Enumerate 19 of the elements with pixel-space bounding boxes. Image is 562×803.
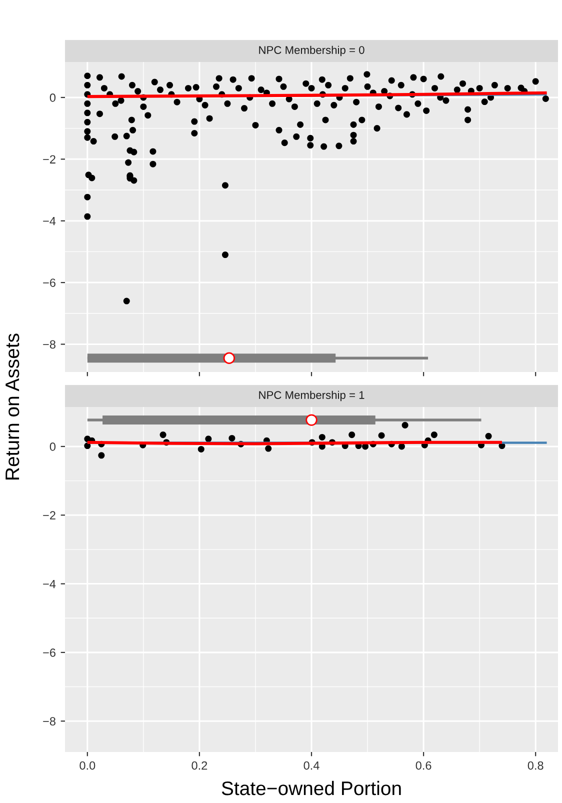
x-axis-title: State−owned Portion — [222, 780, 401, 796]
y-tick-label: −8 — [43, 717, 56, 726]
y-tick-label: −4 — [43, 217, 56, 226]
x-tick-label: 0.4 — [304, 761, 320, 770]
y-tick-label: −8 — [43, 340, 56, 349]
y-tick-label: −6 — [43, 278, 56, 287]
chart-title: NPC Membership = 0 — [259, 46, 364, 56]
chart-title: NPC Membership = 1 — [259, 390, 364, 402]
x-tick-label: 0.0 — [80, 761, 96, 770]
y-tick-label: 0 — [50, 94, 56, 102]
x-tick-label: 0.6 — [416, 761, 432, 770]
y-tick-label: 0 — [50, 442, 56, 451]
y-tick-label: −2 — [43, 155, 56, 164]
y-tick-label: −2 — [43, 511, 56, 520]
x-tick-label: 0.2 — [192, 761, 208, 770]
y-tick-label: −4 — [43, 580, 56, 588]
y-axis-title: Return on Assets — [6, 334, 20, 480]
x-tick-label: 0.8 — [528, 761, 544, 770]
y-tick-label: −6 — [43, 648, 56, 657]
